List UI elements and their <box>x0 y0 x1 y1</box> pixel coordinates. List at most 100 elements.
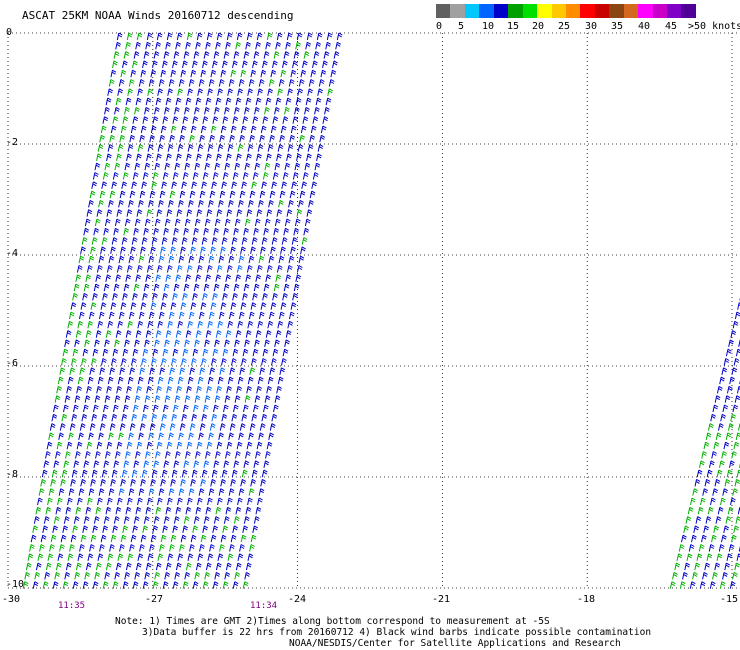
scale-swatch <box>667 4 682 18</box>
wind-barb <box>67 553 74 561</box>
wind-barb <box>256 385 262 394</box>
wind-barb <box>242 348 249 357</box>
wind-barb <box>168 432 174 441</box>
wind-barb <box>204 106 210 115</box>
scale-swatch <box>681 4 696 18</box>
wind-barb <box>123 404 129 413</box>
wind-barb <box>72 581 79 589</box>
wind-barb <box>317 88 323 96</box>
wind-barb <box>225 451 231 459</box>
wind-barb <box>198 432 204 441</box>
wind-barb <box>260 302 267 310</box>
wind-barb <box>155 274 162 282</box>
wind-barb <box>101 413 108 422</box>
wind-barb <box>118 79 125 87</box>
wind-barb <box>231 358 237 366</box>
wind-barb <box>126 209 133 217</box>
wind-barb <box>120 302 127 310</box>
wind-barb <box>252 60 258 69</box>
wind-barb <box>109 190 116 199</box>
wind-barb <box>101 181 108 189</box>
wind-barb <box>241 358 247 366</box>
footnote-line-3: NOAA/NESDIS/Center for Satellite Applica… <box>289 638 621 649</box>
wind-barb <box>87 497 93 506</box>
wind-barb <box>134 218 141 227</box>
wind-barb <box>190 534 197 543</box>
wind-barb <box>152 116 159 124</box>
wind-barb <box>721 367 728 375</box>
wind-barb <box>254 218 261 227</box>
wind-barb <box>76 385 82 394</box>
wind-barb <box>258 79 265 87</box>
wind-barb <box>111 237 118 245</box>
wind-barb <box>155 330 162 338</box>
wind-barb <box>142 172 149 180</box>
wind-barb <box>132 525 139 534</box>
wind-barb <box>294 106 300 115</box>
wind-barb <box>160 534 167 543</box>
wind-barb <box>293 51 300 59</box>
wind-barb <box>125 562 132 571</box>
wind-barb <box>259 190 266 199</box>
wind-barb <box>54 571 61 580</box>
wind-barb <box>176 153 182 162</box>
wind-barb <box>218 199 224 208</box>
wind-barb <box>269 134 276 143</box>
wind-barb <box>260 69 267 78</box>
wind-barb <box>723 525 730 534</box>
wind-barb <box>224 571 231 580</box>
wind-barb <box>92 581 99 589</box>
wind-barb <box>207 320 214 329</box>
wind-barb <box>175 506 182 515</box>
wind-barb <box>132 292 138 301</box>
wind-barb <box>158 432 164 441</box>
wind-barb <box>73 460 80 468</box>
scale-swatch <box>493 4 509 18</box>
wind-barb <box>276 32 283 41</box>
wind-barb <box>115 274 122 282</box>
wind-barb <box>143 516 150 524</box>
wind-barb <box>212 348 219 357</box>
wind-barb <box>264 218 271 227</box>
wind-barb <box>242 292 248 301</box>
wind-barb <box>130 125 137 134</box>
wind-barb <box>251 358 257 366</box>
wind-barb <box>250 69 257 78</box>
wind-barb <box>197 376 204 385</box>
wind-barb <box>110 125 117 134</box>
wind-barb <box>247 553 254 561</box>
wind-barb <box>193 227 200 236</box>
wind-barb <box>173 460 180 468</box>
wind-barb <box>210 69 217 78</box>
wind-barb <box>268 432 274 441</box>
wind-barb <box>102 292 108 301</box>
wind-barb <box>194 162 201 171</box>
wind-barb <box>714 562 721 571</box>
wind-barb <box>274 106 280 115</box>
wind-barb <box>186 265 193 273</box>
wind-barb <box>213 227 220 236</box>
wind-barb <box>124 162 131 171</box>
wind-barb <box>267 376 274 385</box>
wind-barb <box>207 497 213 506</box>
wind-barb <box>65 506 72 515</box>
wind-barb <box>222 348 229 357</box>
wind-barb <box>115 506 122 515</box>
wind-barb <box>252 348 259 357</box>
wind-barb <box>178 79 185 87</box>
wind-barb <box>725 432 732 441</box>
wind-barb <box>180 534 187 543</box>
wind-barb <box>55 562 62 571</box>
wind-barb <box>77 320 84 329</box>
wind-barb <box>281 358 287 366</box>
wind-barb <box>236 441 243 450</box>
wind-barb <box>169 367 176 375</box>
wind-barb <box>255 274 262 282</box>
wind-barb <box>148 311 155 320</box>
map-title: ASCAT 25KM NOAA Winds 20160712 descendin… <box>22 9 294 22</box>
wind-barb <box>144 395 151 403</box>
wind-barb <box>146 385 152 394</box>
wind-barb <box>96 441 103 450</box>
wind-barb <box>305 97 312 106</box>
wind-barb <box>241 181 248 189</box>
